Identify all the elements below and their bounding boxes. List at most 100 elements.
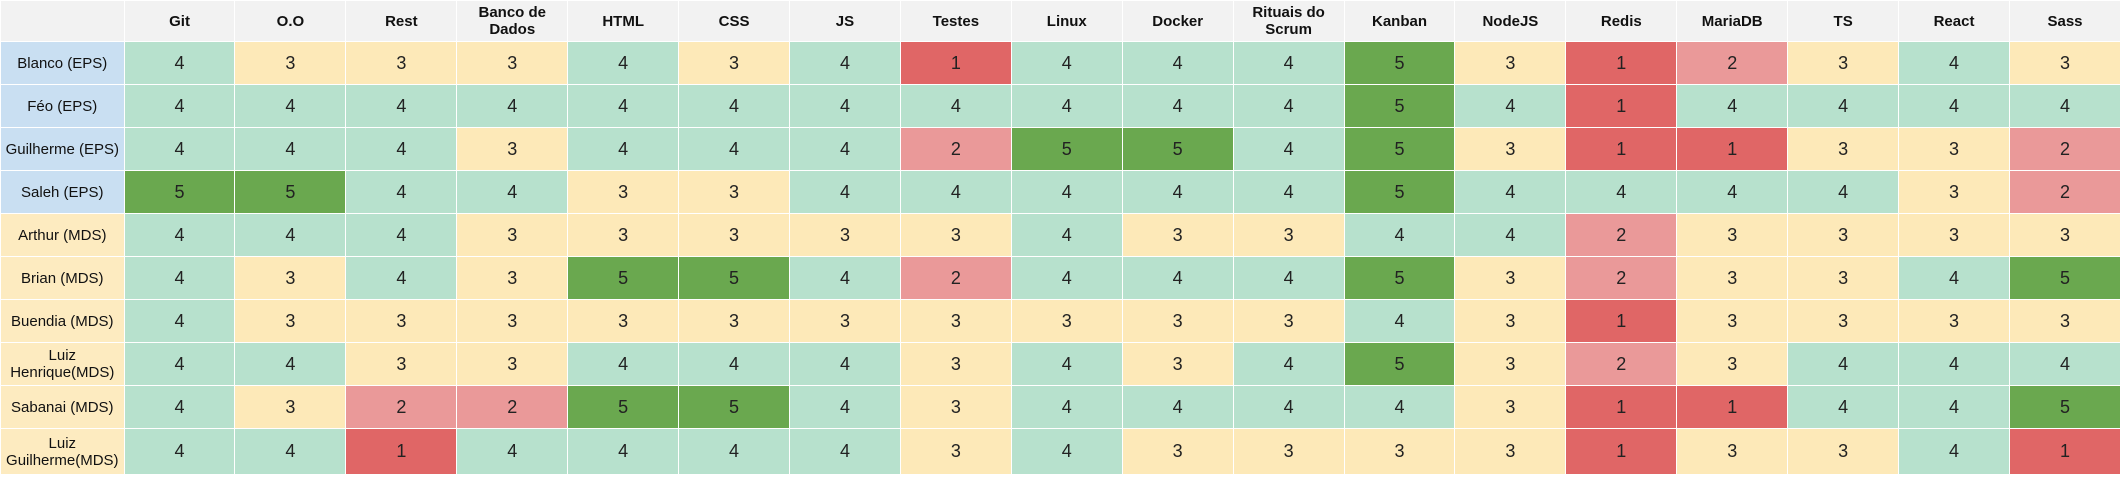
score-cell[interactable]: 1 <box>1565 299 1678 343</box>
score-cell[interactable]: 4 <box>1787 84 1900 128</box>
score-cell[interactable]: 4 <box>789 256 901 300</box>
score-cell[interactable]: 4 <box>456 84 569 128</box>
score-cell[interactable]: 5 <box>1343 127 1456 171</box>
row-name-cell[interactable]: Buendia (MDS) <box>0 299 125 343</box>
score-cell[interactable]: 5 <box>2008 256 2121 300</box>
column-header-banco-de-dados[interactable]: Banco de Dados <box>456 0 569 42</box>
score-cell[interactable]: 1 <box>345 428 458 475</box>
score-cell[interactable]: 4 <box>2008 84 2121 128</box>
column-header-rest[interactable]: Rest <box>345 0 458 42</box>
score-cell[interactable]: 4 <box>789 84 901 128</box>
score-cell[interactable]: 4 <box>123 213 236 257</box>
score-cell[interactable]: 4 <box>1121 41 1234 85</box>
score-cell[interactable]: 3 <box>1454 342 1567 386</box>
score-cell[interactable]: 3 <box>1898 213 2010 257</box>
score-cell[interactable]: 3 <box>345 299 458 343</box>
score-cell[interactable]: 4 <box>789 385 901 429</box>
score-cell[interactable]: 3 <box>1787 256 1900 300</box>
score-cell[interactable]: 5 <box>1343 342 1456 386</box>
score-cell[interactable]: 4 <box>234 84 347 128</box>
row-name-cell[interactable]: Sabanai (MDS) <box>0 385 125 429</box>
score-cell[interactable]: 4 <box>678 84 791 128</box>
score-cell[interactable]: 3 <box>1787 213 1900 257</box>
score-cell[interactable]: 3 <box>1787 127 1900 171</box>
score-cell[interactable]: 4 <box>1121 256 1234 300</box>
score-cell[interactable]: 3 <box>1232 428 1345 475</box>
score-cell[interactable]: 3 <box>456 41 569 85</box>
score-cell[interactable]: 4 <box>1010 170 1123 214</box>
score-cell[interactable]: 3 <box>1676 342 1789 386</box>
score-cell[interactable]: 4 <box>345 170 458 214</box>
score-cell[interactable]: 4 <box>1898 256 2010 300</box>
score-cell[interactable]: 5 <box>1343 256 1456 300</box>
score-cell[interactable]: 4 <box>1787 385 1900 429</box>
score-cell[interactable]: 3 <box>1787 428 1900 475</box>
score-cell[interactable]: 4 <box>1232 84 1345 128</box>
score-cell[interactable]: 2 <box>899 127 1012 171</box>
score-cell[interactable]: 4 <box>123 299 236 343</box>
score-cell[interactable]: 3 <box>789 299 901 343</box>
score-cell[interactable]: 1 <box>1565 41 1678 85</box>
column-header-rituais-do-scrum[interactable]: Rituais do Scrum <box>1232 0 1345 42</box>
row-name-cell[interactable]: Brian (MDS) <box>0 256 125 300</box>
score-cell[interactable]: 2 <box>456 385 569 429</box>
score-cell[interactable]: 3 <box>345 342 458 386</box>
score-cell[interactable]: 3 <box>456 299 569 343</box>
score-cell[interactable]: 3 <box>1454 127 1567 171</box>
score-cell[interactable]: 3 <box>234 41 347 85</box>
score-cell[interactable]: 4 <box>123 428 236 475</box>
column-header-sass[interactable]: Sass <box>2008 0 2121 42</box>
score-cell[interactable]: 4 <box>1454 170 1567 214</box>
score-cell[interactable]: 4 <box>234 213 347 257</box>
score-cell[interactable]: 2 <box>1565 213 1678 257</box>
score-cell[interactable]: 3 <box>1454 299 1567 343</box>
score-cell[interactable]: 1 <box>2008 428 2121 475</box>
score-cell[interactable]: 3 <box>1898 299 2010 343</box>
score-cell[interactable]: 4 <box>1676 84 1789 128</box>
score-cell[interactable]: 3 <box>789 213 901 257</box>
score-cell[interactable]: 3 <box>1898 170 2010 214</box>
score-cell[interactable]: 3 <box>1787 41 1900 85</box>
score-cell[interactable]: 4 <box>567 41 680 85</box>
score-cell[interactable]: 3 <box>567 170 680 214</box>
column-header-html[interactable]: HTML <box>567 0 680 42</box>
score-cell[interactable]: 5 <box>567 256 680 300</box>
score-cell[interactable]: 5 <box>567 385 680 429</box>
score-cell[interactable]: 4 <box>123 127 236 171</box>
score-cell[interactable]: 4 <box>1454 213 1567 257</box>
score-cell[interactable]: 4 <box>1898 385 2010 429</box>
score-cell[interactable]: 5 <box>1121 127 1234 171</box>
score-cell[interactable]: 4 <box>345 213 458 257</box>
column-header-testes[interactable]: Testes <box>899 0 1012 42</box>
score-cell[interactable]: 3 <box>1232 213 1345 257</box>
score-cell[interactable]: 4 <box>1565 170 1678 214</box>
score-cell[interactable]: 3 <box>2008 41 2121 85</box>
score-cell[interactable]: 3 <box>1454 428 1567 475</box>
row-name-cell[interactable]: Luiz Henrique(MDS) <box>0 342 125 386</box>
score-cell[interactable]: 1 <box>1676 385 1789 429</box>
row-name-cell[interactable]: Guilherme (EPS) <box>0 127 125 171</box>
score-cell[interactable]: 4 <box>456 428 569 475</box>
score-cell[interactable]: 3 <box>1121 428 1234 475</box>
score-cell[interactable]: 3 <box>456 127 569 171</box>
score-cell[interactable]: 4 <box>789 428 901 475</box>
score-cell[interactable]: 4 <box>123 385 236 429</box>
score-cell[interactable]: 5 <box>1343 41 1456 85</box>
score-cell[interactable]: 3 <box>1232 299 1345 343</box>
score-cell[interactable]: 4 <box>1232 127 1345 171</box>
score-cell[interactable]: 3 <box>567 213 680 257</box>
score-cell[interactable]: 3 <box>1121 299 1234 343</box>
score-cell[interactable]: 5 <box>234 170 347 214</box>
score-cell[interactable]: 1 <box>1565 385 1678 429</box>
score-cell[interactable]: 3 <box>678 213 791 257</box>
score-cell[interactable]: 4 <box>1010 84 1123 128</box>
score-cell[interactable]: 3 <box>456 342 569 386</box>
score-cell[interactable]: 4 <box>123 41 236 85</box>
score-cell[interactable]: 3 <box>567 299 680 343</box>
score-cell[interactable]: 4 <box>345 84 458 128</box>
row-name-cell[interactable]: Blanco (EPS) <box>0 41 125 85</box>
score-cell[interactable]: 5 <box>678 385 791 429</box>
score-cell[interactable]: 3 <box>1676 428 1789 475</box>
score-cell[interactable]: 1 <box>1676 127 1789 171</box>
score-cell[interactable]: 2 <box>1565 256 1678 300</box>
